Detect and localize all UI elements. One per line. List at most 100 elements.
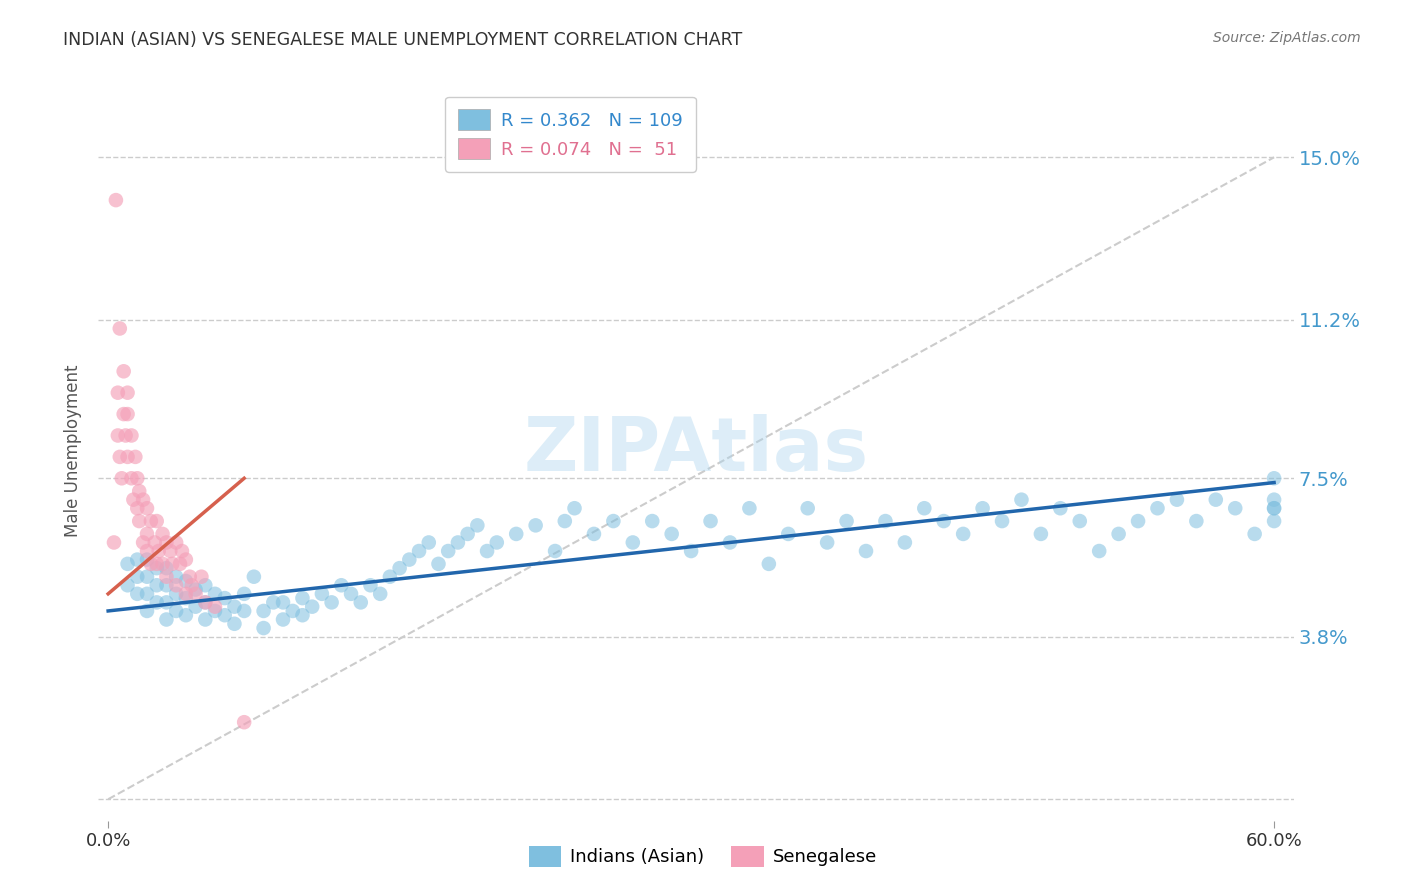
- Y-axis label: Male Unemployment: Male Unemployment: [65, 364, 83, 537]
- Point: [155, 613, 177, 627]
- Point: [112, 407, 135, 421]
- Point: [1166, 492, 1188, 507]
- Point: [621, 535, 644, 549]
- Point: [815, 535, 838, 549]
- Point: [136, 544, 159, 558]
- Point: [505, 527, 527, 541]
- Point: [271, 595, 294, 609]
- Point: [1263, 471, 1285, 485]
- Point: [184, 599, 207, 614]
- Point: [139, 514, 162, 528]
- Point: [524, 518, 547, 533]
- Point: [169, 557, 191, 571]
- Point: [174, 608, 197, 623]
- Point: [233, 604, 256, 618]
- Point: [165, 535, 187, 549]
- Point: [1069, 514, 1091, 528]
- Point: [301, 599, 323, 614]
- Point: [204, 599, 226, 614]
- Point: [174, 574, 197, 588]
- Point: [127, 471, 149, 485]
- Point: [699, 514, 721, 528]
- Point: [544, 544, 567, 558]
- Point: [1185, 514, 1208, 528]
- Point: [155, 535, 177, 549]
- Point: [120, 471, 142, 485]
- Point: [194, 595, 217, 609]
- Point: [467, 518, 489, 533]
- Point: [136, 604, 159, 618]
- Point: [155, 570, 177, 584]
- Point: [1011, 492, 1033, 507]
- Point: [190, 570, 212, 584]
- Point: [447, 535, 470, 549]
- Point: [165, 578, 187, 592]
- Point: [117, 407, 139, 421]
- Point: [1263, 492, 1285, 507]
- Point: [350, 595, 373, 609]
- Point: [136, 552, 159, 566]
- Point: [796, 501, 818, 516]
- Point: [174, 552, 197, 566]
- Point: [262, 595, 284, 609]
- Point: [224, 616, 246, 631]
- Point: [132, 535, 155, 549]
- Point: [1205, 492, 1227, 507]
- Point: [165, 570, 187, 584]
- Text: INDIAN (ASIAN) VS SENEGALESE MALE UNEMPLOYMENT CORRELATION CHART: INDIAN (ASIAN) VS SENEGALESE MALE UNEMPL…: [63, 31, 742, 49]
- Point: [388, 561, 411, 575]
- Point: [778, 527, 800, 541]
- Point: [104, 193, 127, 207]
- Point: [111, 471, 134, 485]
- Point: [139, 557, 162, 571]
- Point: [180, 578, 202, 592]
- Point: [128, 484, 150, 499]
- Point: [602, 514, 624, 528]
- Point: [132, 492, 155, 507]
- Point: [457, 527, 479, 541]
- Point: [136, 527, 159, 541]
- Point: [330, 578, 353, 592]
- Point: [165, 587, 187, 601]
- Point: [564, 501, 586, 516]
- Point: [152, 557, 174, 571]
- Point: [128, 514, 150, 528]
- Point: [114, 428, 136, 442]
- Point: [1126, 514, 1149, 528]
- Point: [641, 514, 664, 528]
- Point: [159, 544, 181, 558]
- Point: [738, 501, 761, 516]
- Point: [145, 595, 167, 609]
- Point: [214, 608, 236, 623]
- Point: [174, 587, 197, 601]
- Point: [855, 544, 877, 558]
- Point: [233, 587, 256, 601]
- Point: [912, 501, 935, 516]
- Point: [952, 527, 974, 541]
- Point: [1263, 514, 1285, 528]
- Point: [1088, 544, 1111, 558]
- Point: [408, 544, 430, 558]
- Point: [1225, 501, 1247, 516]
- Point: [194, 595, 217, 609]
- Point: [378, 570, 401, 584]
- Point: [291, 608, 314, 623]
- Point: [170, 544, 193, 558]
- Point: [107, 385, 129, 400]
- Point: [184, 582, 207, 597]
- Point: [112, 364, 135, 378]
- Point: [120, 428, 142, 442]
- Point: [485, 535, 508, 549]
- Point: [214, 591, 236, 606]
- Point: [145, 578, 167, 592]
- Text: ZIPAtlas: ZIPAtlas: [523, 414, 869, 487]
- Point: [145, 514, 167, 528]
- Point: [835, 514, 858, 528]
- Point: [1243, 527, 1265, 541]
- Point: [136, 570, 159, 584]
- Point: [932, 514, 955, 528]
- Point: [103, 535, 125, 549]
- Point: [311, 587, 333, 601]
- Point: [427, 557, 450, 571]
- Point: [155, 561, 177, 575]
